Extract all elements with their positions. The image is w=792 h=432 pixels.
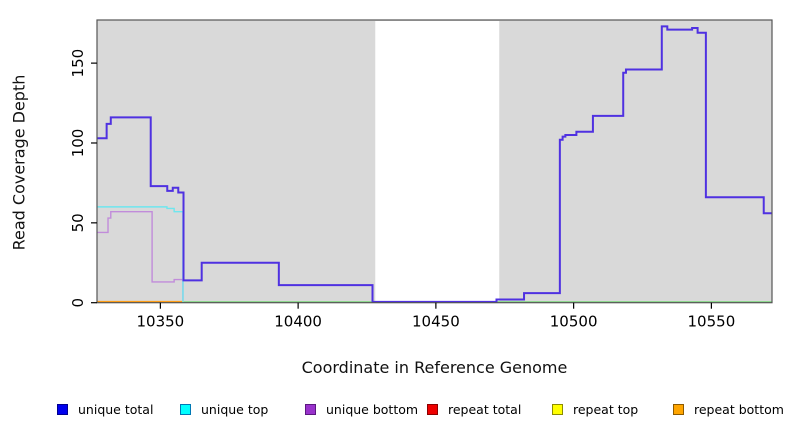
x-tick-label: 10400 xyxy=(274,313,322,331)
x-tick-label: 10350 xyxy=(137,313,185,331)
legend-label: repeat total xyxy=(448,401,522,417)
coverage-plot: 10350 10400 10450 10500 10550 0 50 100 150 xyxy=(69,19,773,331)
y-axis-title: Read Coverage Depth xyxy=(9,74,29,251)
legend-swatch-icon xyxy=(552,403,563,415)
legend-item-repeat-bottom: repeat bottom xyxy=(673,399,784,419)
y-tick-label: 0 xyxy=(69,298,87,308)
plot-frame xyxy=(96,19,773,304)
y-tick-label: 150 xyxy=(69,49,87,78)
legend-label: unique bottom xyxy=(326,401,419,417)
legend: unique total unique top unique bottom repea… xyxy=(0,399,792,423)
legend-item-unique-bottom: unique bottom xyxy=(305,399,418,419)
legend-item-repeat-total: repeat total xyxy=(427,399,521,419)
legend-label: repeat top xyxy=(573,401,639,417)
legend-label: unique top xyxy=(201,401,269,417)
legend-swatch-icon xyxy=(305,403,316,415)
x-tick-label: 10550 xyxy=(688,313,736,331)
x-tick-label: 10450 xyxy=(412,313,460,331)
legend-item-unique-total: unique total xyxy=(57,399,153,419)
series-unique-total xyxy=(97,25,772,303)
legend-swatch-icon xyxy=(673,403,684,415)
legend-label: repeat bottom xyxy=(694,401,784,417)
chart-svg: 10350 10400 10450 10500 10550 0 50 100 150 xyxy=(69,19,773,331)
x-tick-label: 10500 xyxy=(550,313,598,331)
legend-label: unique total xyxy=(78,401,154,417)
y-tick-label: 50 xyxy=(69,213,87,232)
legend-item-unique-top: unique top xyxy=(180,399,268,419)
x-axis-title: Coordinate in Reference Genome xyxy=(301,358,568,377)
legend-swatch-icon xyxy=(427,403,438,415)
legend-item-repeat-top: repeat top xyxy=(552,399,638,419)
series-unique-bottom xyxy=(97,210,184,303)
legend-swatch-icon xyxy=(180,403,191,415)
y-tick-label: 100 xyxy=(69,129,87,158)
masked-region xyxy=(375,21,500,303)
legend-swatch-icon xyxy=(57,403,68,415)
